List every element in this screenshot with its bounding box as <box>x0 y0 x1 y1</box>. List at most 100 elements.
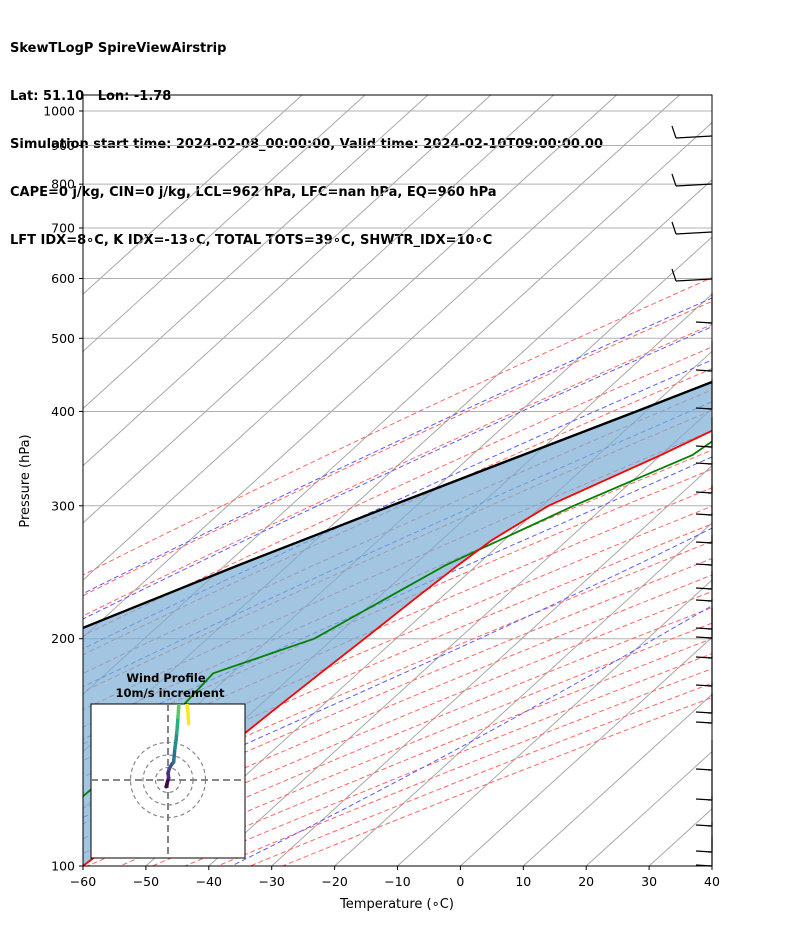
wind-barb-flag <box>695 513 713 516</box>
wind-barb <box>671 173 713 187</box>
wind-barb-shaft <box>675 231 713 235</box>
wind-barb <box>695 485 713 516</box>
y-tick-label: 200 <box>51 631 75 646</box>
parcel-profile-line <box>83 380 712 630</box>
wind-barb-flag <box>695 711 713 714</box>
wind-barb-flag <box>695 798 713 801</box>
title-indices-2: LFT IDX=8∘C, K IDX=-13∘C, TOTAL TOTS=39∘… <box>10 233 493 248</box>
title-location: Lat: 51.10 Lon: -1.78 <box>10 89 172 104</box>
title-indices-1: CAPE=0 j/kg, CIN=0 j/kg, LCL=962 hPa, LF… <box>10 185 497 200</box>
isotherm <box>83 95 492 467</box>
wind-barb-shaft <box>675 135 713 139</box>
chart-title: SkewTLogP SpireViewAirstrip Lat: 51.10 L… <box>10 9 603 265</box>
dry-adiabat <box>83 523 712 794</box>
wind-barb-flag <box>695 627 713 630</box>
wind-barb-flag <box>695 563 713 566</box>
x-tick-label: 40 <box>704 874 720 889</box>
dewpoint-line <box>83 440 712 798</box>
isotherm <box>648 808 712 866</box>
wind-barb <box>695 740 713 771</box>
x-axis-label: Temperature (∘C) <box>339 897 454 912</box>
x-tick-label: 20 <box>578 874 594 889</box>
isotherm <box>83 95 617 581</box>
x-tick-label: 0 <box>456 874 464 889</box>
wind-barb <box>671 125 713 139</box>
dry-adiabat <box>83 540 712 810</box>
hodograph-title: Wind Profile <box>126 671 206 685</box>
hodograph-segment <box>185 704 190 715</box>
dry-adiabat <box>83 323 712 617</box>
wind-barb-flag <box>671 221 677 235</box>
wind-barb-flag <box>695 656 713 659</box>
isotherm <box>271 465 712 866</box>
dry-adiabat <box>83 300 712 597</box>
isotherm <box>83 95 680 638</box>
isotherm <box>83 95 303 295</box>
x-tick-label: −40 <box>196 874 222 889</box>
y-tick-label: 1000 <box>43 103 75 118</box>
wind-barb-flag <box>695 824 713 827</box>
isotherm <box>83 121 712 696</box>
wind-barb <box>671 221 713 235</box>
y-tick-label: 600 <box>51 271 75 286</box>
y-tick-label: 100 <box>51 859 75 874</box>
hodograph-subtitle: 10m/s increment <box>116 686 225 700</box>
dry-adiabat <box>83 487 712 762</box>
wind-barb <box>695 693 713 724</box>
x-tick-label: 30 <box>641 874 657 889</box>
wind-barb-flag <box>695 599 713 602</box>
x-tick-label: −60 <box>70 874 96 889</box>
wind-barb-flag <box>695 721 713 724</box>
wind-barb-flag <box>695 491 713 494</box>
wind-barb <box>671 268 713 282</box>
wind-barb-shaft <box>675 278 713 282</box>
wind-barb <box>695 293 713 324</box>
isotherm <box>83 95 366 353</box>
wind-barb-flag <box>695 369 713 372</box>
wind-barb <box>695 341 713 372</box>
wind-barb <box>695 434 713 465</box>
isotherm <box>460 636 712 866</box>
dry-adiabat <box>83 505 712 778</box>
x-tick-label: −10 <box>384 874 410 889</box>
hodograph-segment <box>176 704 181 710</box>
x-tick-label: −50 <box>133 874 159 889</box>
isotherm <box>83 95 429 410</box>
dry-adiabat <box>83 468 712 745</box>
x-tick-label: −20 <box>321 874 347 889</box>
isotherm <box>397 579 712 866</box>
moist-adiabat <box>83 326 712 620</box>
isotherm <box>522 693 712 866</box>
isotherm <box>711 865 712 866</box>
wind-barb-flag <box>695 684 713 687</box>
wind-barb-flag <box>671 268 677 282</box>
wind-barb <box>695 656 713 687</box>
wind-barb-flag <box>671 173 677 187</box>
moist-adiabat <box>83 297 712 595</box>
wind-barb-flag <box>695 407 713 410</box>
wind-barb <box>695 628 713 659</box>
moist-adiabat <box>83 456 712 740</box>
isotherm <box>334 522 712 866</box>
x-tick-label: 10 <box>515 874 531 889</box>
x-tick-label: −30 <box>259 874 285 889</box>
y-tick-label: 300 <box>51 498 75 513</box>
isotherm <box>83 95 555 524</box>
wind-barb-flag <box>695 321 713 324</box>
hodograph-segment <box>186 710 191 726</box>
y-tick-label: 400 <box>51 404 75 419</box>
wind-barb-flag <box>671 125 677 139</box>
y-tick-label: 900 <box>51 138 75 153</box>
y-axis-label: Pressure (hPa) <box>18 434 33 527</box>
wind-barb-flag <box>695 768 713 771</box>
y-tick-label: 500 <box>51 331 75 346</box>
wind-barb-shaft <box>675 183 713 187</box>
wind-barb-flag <box>695 541 713 544</box>
isotherm <box>585 750 712 866</box>
y-tick-label: 700 <box>51 220 75 235</box>
wind-barb-flag <box>695 587 713 590</box>
wind-barb-flag <box>695 850 713 853</box>
wind-barb-flag <box>695 445 713 448</box>
wind-barb-flag <box>695 636 713 639</box>
